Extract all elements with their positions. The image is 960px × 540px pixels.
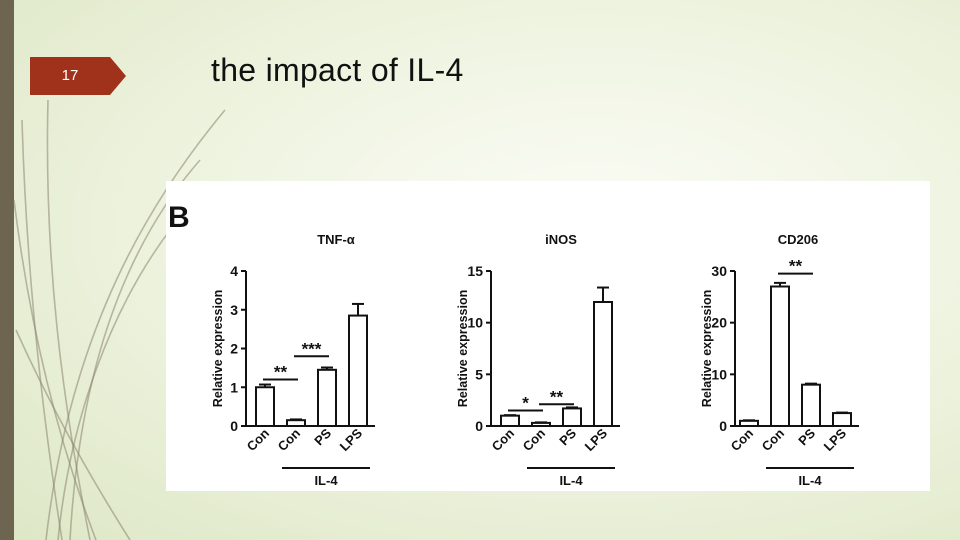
bar	[286, 419, 306, 427]
y-tick-label: 10	[467, 315, 483, 331]
chart-title: TNF-α	[317, 232, 355, 247]
y-tick-label: 1	[230, 379, 238, 395]
y-tick-label: 10	[711, 366, 727, 382]
significance-label: **	[550, 387, 564, 406]
chart-title: CD206	[778, 232, 818, 247]
x-tick-label: PS	[311, 425, 334, 448]
decorative-swoosh-lines	[13, 99, 226, 540]
x-tick-label: PS	[556, 425, 579, 448]
x-tick-label: Con	[520, 425, 549, 454]
group-label: IL-4	[314, 473, 338, 488]
y-tick-label: 30	[711, 263, 727, 279]
bar	[500, 414, 520, 428]
x-tick-label: Con	[728, 425, 757, 454]
y-axis-label: Relative expression	[456, 290, 470, 407]
slide-number-tab	[30, 57, 126, 95]
left-accent-bar	[0, 0, 14, 540]
group-label: IL-4	[559, 473, 583, 488]
x-tick-label: LPS	[821, 425, 850, 454]
bar	[801, 383, 821, 428]
x-tick-label: LPS	[337, 425, 366, 454]
significance-label: **	[274, 363, 288, 382]
x-tick-label: Con	[489, 425, 518, 454]
y-tick-label: 0	[475, 418, 483, 434]
y-tick-label: 4	[230, 263, 238, 279]
significance-label: **	[789, 257, 803, 276]
slide-title: the impact of IL-4	[211, 52, 464, 88]
y-tick-label: 5	[475, 366, 483, 382]
chart-title: iNOS	[545, 232, 577, 247]
bar	[593, 301, 613, 427]
bar	[739, 419, 759, 427]
y-tick-label: 3	[230, 302, 238, 318]
y-tick-label: 20	[711, 315, 727, 331]
bar	[832, 412, 852, 427]
significance-label: ***	[302, 339, 322, 358]
y-tick-label: 0	[230, 418, 238, 434]
panel-letter: B	[168, 201, 190, 234]
slide-number: 17	[61, 67, 79, 84]
x-tick-label: Con	[759, 425, 788, 454]
x-tick-label: Con	[244, 425, 273, 454]
bar	[770, 285, 790, 427]
bar	[348, 314, 368, 427]
y-tick-label: 15	[467, 263, 483, 279]
group-label: IL-4	[798, 473, 822, 488]
x-tick-label: PS	[795, 425, 818, 448]
bar	[317, 368, 337, 427]
y-tick-label: 2	[230, 341, 238, 357]
bar	[531, 421, 551, 427]
y-tick-label: 0	[719, 418, 727, 434]
significance-label: *	[522, 394, 529, 413]
figure-panel: B TNF-α Relative expression 0 1 2 3 4 Con Con PS L…	[166, 181, 930, 491]
bar	[562, 407, 582, 427]
bar	[255, 386, 275, 427]
y-axis-label: Relative expression	[211, 290, 225, 407]
x-tick-label: LPS	[582, 425, 611, 454]
y-axis-label: Relative expression	[700, 290, 714, 407]
x-tick-label: Con	[275, 425, 304, 454]
